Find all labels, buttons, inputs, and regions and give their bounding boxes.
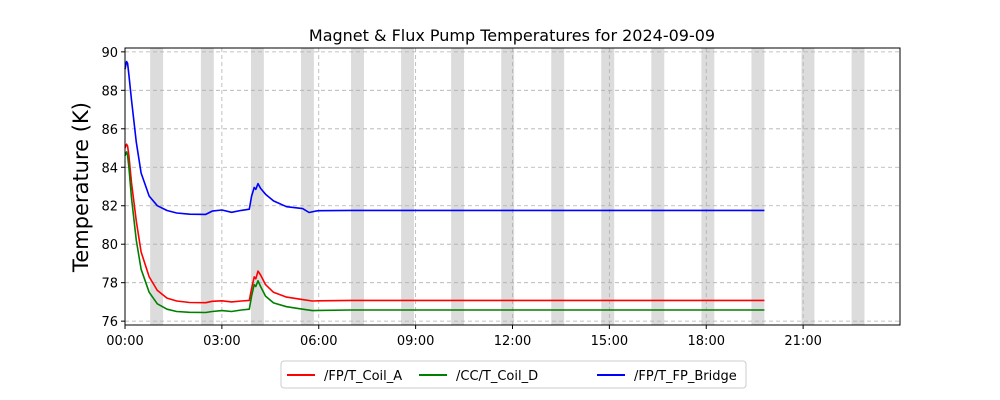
y-tick-label: 78 <box>101 277 118 292</box>
grid-lines <box>124 48 900 325</box>
y-tick-label: 86 <box>101 123 118 138</box>
legend-box <box>280 360 747 389</box>
y-tick-label: 84 <box>101 161 118 176</box>
y-tick-label: 90 <box>101 46 118 61</box>
shaded-band <box>701 48 715 325</box>
x-tick-label: 21:00 <box>784 334 821 349</box>
chart-title: Magnet & Flux Pump Temperatures for 2024… <box>309 26 715 45</box>
y-axis-label: Temperature (K) <box>69 102 93 273</box>
x-tick-label: 18:00 <box>688 334 725 349</box>
x-tick-label: 15:00 <box>591 334 628 349</box>
shaded-band <box>300 48 314 325</box>
y-tick-label: 76 <box>101 315 118 330</box>
shaded-band <box>851 48 865 325</box>
y-axis: 76 78 80 82 84 86 88 90 <box>101 46 125 330</box>
x-tick-label: 09:00 <box>397 334 434 349</box>
series-lines <box>124 60 765 314</box>
series-line-fp-t-fp-bridge <box>124 60 765 216</box>
legend-label: /FP/T_FP_Bridge <box>634 369 737 384</box>
y-tick-label: 88 <box>101 84 118 99</box>
shaded-band <box>801 48 815 325</box>
x-tick-label: 12:00 <box>494 334 531 349</box>
series-line-fp-t-coil-a <box>124 143 765 304</box>
x-tick-label: 06:00 <box>300 334 337 349</box>
series-line-cc-t-coil-d <box>124 151 765 314</box>
shaded-band <box>351 48 364 325</box>
shaded-band <box>451 48 465 325</box>
legend-label: /CC/T_Coil_D <box>456 369 538 384</box>
shaded-band <box>150 48 164 325</box>
shaded-bands <box>150 48 865 325</box>
shaded-band <box>601 48 615 325</box>
shaded-band <box>401 48 415 325</box>
shaded-band <box>501 48 515 325</box>
shaded-band <box>551 48 565 325</box>
legend-label: /FP/T_Coil_A <box>324 369 402 384</box>
y-tick-label: 80 <box>101 238 118 253</box>
x-axis: 00:00 03:00 06:00 09:00 12:00 15:00 18:00 21:00 <box>106 325 822 349</box>
legend: /FP/T_Coil_A/CC/T_Coil_D/FP/T_FP_Bridge <box>280 360 747 389</box>
shaded-band <box>200 48 214 325</box>
x-tick-label: 03:00 <box>203 334 240 349</box>
shaded-band <box>651 48 665 325</box>
x-tick-label: 00:00 <box>106 334 143 349</box>
shaded-band <box>751 48 765 325</box>
y-tick-label: 82 <box>101 200 118 215</box>
